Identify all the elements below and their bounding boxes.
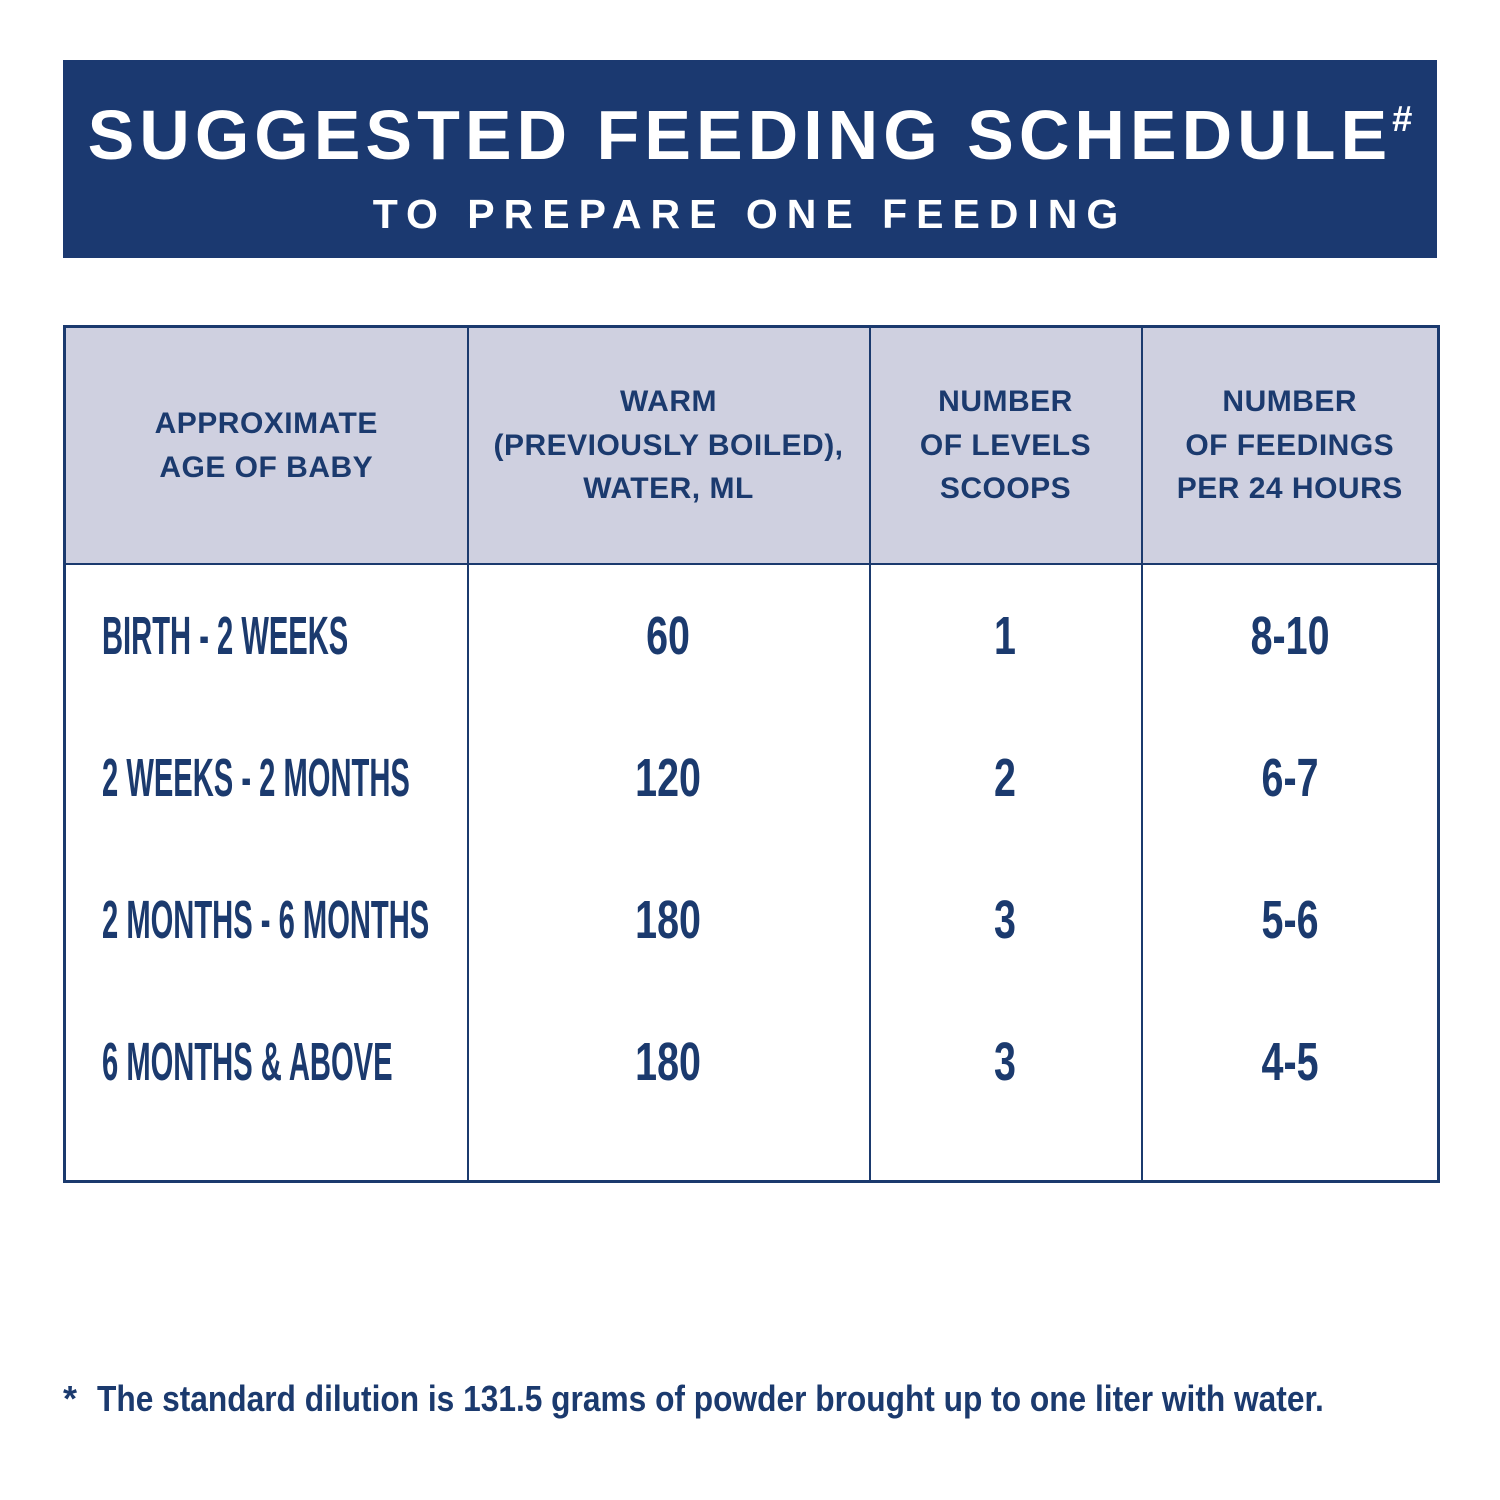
column-header-line: OF FEEDINGS [1185, 428, 1395, 462]
title-footnote-marker: # [1392, 98, 1413, 139]
column-header-line: WATER, ML [583, 472, 754, 506]
feedings-value: 6-7 [1261, 748, 1319, 808]
column-header-age: APPROXIMATE AGE OF BABY [63, 325, 469, 565]
table-row: 6 MONTHS & ABOVE 180 3 4-5 [63, 991, 1440, 1133]
water-value: 180 [635, 1032, 702, 1092]
cell-age: 6 MONTHS & ABOVE [63, 991, 469, 1133]
column-header-line: OF LEVELS [919, 428, 1092, 462]
table-filler-row [63, 1133, 1440, 1182]
table-row: BIRTH - 2 WEEKS 60 1 8-10 [63, 564, 1440, 707]
header-banner: SUGGESTED FEEDING SCHEDULE# TO PREPARE O… [63, 60, 1437, 258]
age-value: BIRTH - 2 WEEKS [102, 606, 349, 666]
feeding-schedule-table: APPROXIMATE AGE OF BABY WARM (PREVIOUSLY… [63, 325, 1440, 1183]
age-value: 6 MONTHS & ABOVE [102, 1032, 393, 1092]
page-title-text: SUGGESTED FEEDING SCHEDULE [87, 96, 1393, 174]
column-header-line: SCOOPS [939, 472, 1072, 506]
cell-water-ml: 180 [466, 849, 871, 991]
filler-cell [868, 1133, 1143, 1182]
feedings-value: 8-10 [1250, 606, 1330, 666]
column-header-feedings: NUMBER OF FEEDINGS PER 24 HOURS [1140, 325, 1440, 565]
footnote: * The standard dilution is 131.5 grams of… [63, 1378, 1491, 1420]
column-header-line: (PREVIOUSLY BOILED), [493, 428, 844, 462]
table-row: 2 WEEKS - 2 MONTHS 120 2 6-7 [63, 707, 1440, 849]
filler-cell [466, 1133, 871, 1182]
column-header-line: PER 24 HOURS [1176, 472, 1403, 506]
age-value: 2 WEEKS - 2 MONTHS [102, 748, 410, 808]
cell-feedings: 6-7 [1140, 707, 1440, 849]
water-value: 120 [635, 748, 702, 808]
scoops-value: 1 [994, 606, 1017, 666]
scoops-value: 3 [994, 890, 1017, 950]
scoops-value: 3 [994, 1032, 1017, 1092]
feedings-value: 4-5 [1261, 1032, 1319, 1092]
column-header-line: AGE OF BABY [159, 450, 374, 484]
cell-feedings: 4-5 [1140, 991, 1440, 1133]
cell-feedings: 8-10 [1140, 564, 1440, 707]
column-header-line: NUMBER [938, 385, 1073, 419]
cell-water-ml: 60 [466, 564, 871, 707]
cell-age: 2 MONTHS - 6 MONTHS [63, 849, 469, 991]
table-header-row: APPROXIMATE AGE OF BABY WARM (PREVIOUSLY… [63, 325, 1440, 565]
page-title: SUGGESTED FEEDING SCHEDULE# [63, 100, 1437, 170]
column-header-line: NUMBER [1222, 385, 1358, 419]
cell-age: 2 WEEKS - 2 MONTHS [63, 707, 469, 849]
column-header-line: APPROXIMATE [154, 407, 378, 440]
scoops-value: 2 [994, 748, 1017, 808]
cell-scoops: 2 [868, 707, 1143, 849]
cell-scoops: 1 [868, 564, 1143, 707]
cell-scoops: 3 [868, 991, 1143, 1133]
cell-feedings: 5-6 [1140, 849, 1440, 991]
feedings-value: 5-6 [1261, 890, 1319, 950]
page-subtitle: TO PREPARE ONE FEEDING [372, 191, 1128, 237]
cell-scoops: 3 [868, 849, 1143, 991]
column-header-scoops: NUMBER OF LEVELS SCOOPS [868, 325, 1143, 565]
cell-age: BIRTH - 2 WEEKS [63, 564, 469, 707]
footnote-text: The standard dilution is 131.5 grams of … [97, 1378, 1324, 1419]
table-row: 2 MONTHS - 6 MONTHS 180 3 5-6 [63, 849, 1440, 991]
cell-water-ml: 120 [466, 707, 871, 849]
column-header-water: WARM (PREVIOUSLY BOILED), WATER, ML [466, 325, 871, 565]
water-value: 60 [646, 606, 691, 666]
footnote-marker: * [63, 1378, 78, 1419]
column-header-line: WARM [620, 385, 717, 419]
cell-water-ml: 180 [466, 991, 871, 1133]
water-value: 180 [635, 890, 702, 950]
filler-cell [63, 1133, 469, 1182]
age-value: 2 MONTHS - 6 MONTHS [102, 890, 430, 950]
filler-cell [1140, 1133, 1440, 1182]
